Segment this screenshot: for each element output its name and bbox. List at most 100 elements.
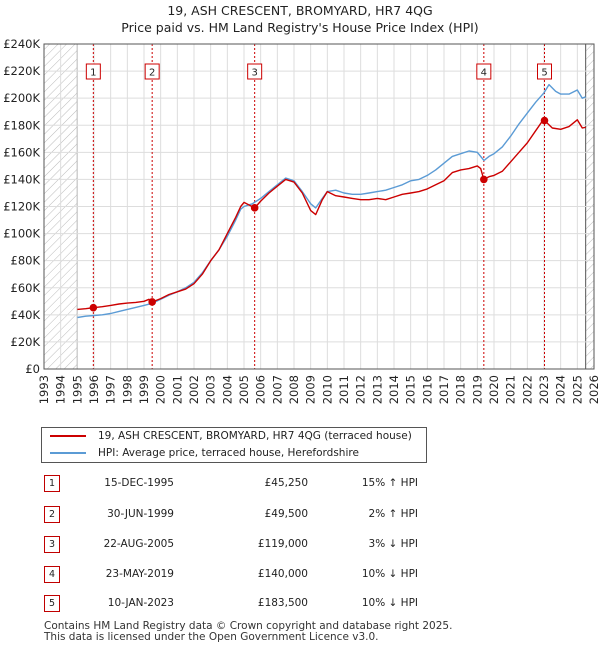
x-tick-label: 2024: [554, 375, 568, 404]
sale-price: £183,500: [257, 597, 308, 609]
legend-item-hpi: HPI: Average price, terraced house, Here…: [50, 445, 359, 461]
sale-price: £140,000: [257, 568, 308, 580]
legend-swatch-property: [50, 435, 86, 437]
sale-date: 15-DEC-1995: [104, 477, 174, 489]
y-tick-label: £180K: [3, 118, 40, 132]
y-tick-label: £240K: [3, 37, 40, 51]
sale-price: £49,500: [264, 508, 308, 520]
y-tick-label: £120K: [3, 200, 40, 214]
sale-row: 4 23-MAY-2019 £140,000 10% ↓ HPI: [44, 566, 564, 584]
x-tick-label: 1998: [120, 375, 134, 404]
y-tick-label: £20K: [11, 335, 41, 349]
x-tick-label: 2013: [370, 375, 384, 404]
x-tick-label: 2017: [437, 375, 451, 404]
x-tick-label: 1995: [70, 375, 84, 404]
price-chart: 1 2 3 4 5 £0 £20K £40K £60K £80K £100K £120K £140K £…: [3, 37, 600, 404]
y-tick-label: £200K: [3, 91, 40, 105]
sale-row: 1 15-DEC-1995 £45,250 15% ↑ HPI: [44, 475, 564, 493]
sale-hpi-delta: 10% ↓ HPI: [361, 597, 418, 609]
x-tick-label: 2025: [570, 375, 584, 404]
x-tick-label: 2010: [320, 375, 334, 404]
x-tick-label: 2008: [287, 375, 301, 404]
x-tick-label: 2006: [254, 375, 268, 404]
sale-row: 2 30-JUN-1999 £49,500 2% ↑ HPI: [44, 506, 564, 524]
sale-badge: 4: [44, 566, 60, 583]
y-tick-label: £140K: [3, 172, 40, 186]
sale-row: 3 22-AUG-2005 £119,000 3% ↓ HPI: [44, 536, 564, 554]
sale-label-text: 5: [541, 68, 547, 79]
sale-point: [89, 303, 98, 312]
plot-frame: [43, 43, 595, 370]
legend-swatch-hpi: [50, 452, 86, 454]
x-tick-label: 2021: [504, 375, 518, 404]
legend-label-property: 19, ASH CRESCENT, BROMYARD, HR7 4QG (ter…: [98, 430, 412, 442]
y-tick-label: £160K: [3, 145, 40, 159]
sale-hpi-delta: 2% ↑ HPI: [368, 508, 418, 520]
sale-price: £119,000: [257, 538, 308, 550]
x-tick-label: 2011: [337, 375, 351, 404]
x-tick-label: 2005: [237, 375, 251, 404]
x-tick-label: 2004: [220, 375, 234, 404]
sale-badge: 5: [44, 595, 60, 612]
x-tick-label: 2018: [454, 375, 468, 404]
sale-date: 23-MAY-2019: [105, 568, 174, 580]
sale-point: [148, 298, 156, 306]
x-tick-label: 1996: [87, 375, 101, 404]
sale-badge: 3: [44, 536, 60, 553]
x-tick-label: 2023: [537, 375, 551, 404]
sale-label-text: 2: [149, 68, 155, 79]
chart-legend: 19, ASH CRESCENT, BROMYARD, HR7 4QG (ter…: [41, 427, 427, 463]
x-tick-label: 1999: [137, 375, 151, 404]
footer-copyright: Contains HM Land Registry data © Crown c…: [44, 620, 453, 632]
sale-label-box: [476, 63, 492, 80]
hpi-line: [77, 83, 586, 319]
sale-badge: 1: [44, 475, 60, 492]
sale-label-box: [85, 63, 101, 80]
sale-point: [250, 204, 259, 212]
chart-subtitle: Price paid vs. HM Land Registry's House …: [121, 20, 479, 35]
sale-date: 10-JAN-2023: [107, 597, 174, 609]
x-tick-label: 1993: [37, 375, 51, 404]
sale-label-text: 4: [481, 68, 487, 79]
y-tick-label: £80K: [11, 254, 41, 268]
x-tick-label: 2001: [170, 375, 184, 404]
x-tick-label: 2012: [354, 375, 368, 404]
x-tick-label: 2016: [420, 375, 434, 404]
x-tick-label: 1994: [54, 375, 68, 404]
x-tick-label: 2009: [304, 375, 318, 404]
legend-item-property: 19, ASH CRESCENT, BROMYARD, HR7 4QG (ter…: [50, 428, 412, 444]
sale-badge: 2: [44, 506, 60, 523]
sale-date: 30-JUN-1999: [107, 508, 174, 520]
y-tick-label: £220K: [3, 64, 40, 78]
x-tick-label: 2026: [587, 375, 600, 404]
sale-point: [540, 116, 549, 125]
sale-price: £45,250: [264, 477, 308, 489]
x-tick-label: 2007: [270, 375, 284, 404]
x-tick-label: 2020: [487, 375, 501, 404]
sale-date: 22-AUG-2005: [103, 538, 174, 550]
sale-hpi-delta: 3% ↓ HPI: [368, 538, 418, 550]
y-tick-label: £40K: [11, 308, 41, 322]
x-tick-label: 2019: [470, 375, 484, 404]
legend-label-hpi: HPI: Average price, terraced house, Here…: [98, 447, 359, 459]
x-tick-label: 2015: [404, 375, 418, 404]
x-tick-label: 2022: [520, 375, 534, 404]
sale-label-box: [247, 63, 263, 80]
property-price-line: [77, 119, 586, 311]
x-tick-label: 2003: [204, 375, 218, 404]
sale-hpi-delta: 10% ↓ HPI: [361, 568, 418, 580]
y-tick-label: £100K: [3, 227, 40, 241]
x-tick-label: 1997: [104, 375, 118, 404]
footer-licence: This data is licensed under the Open Gov…: [44, 631, 379, 643]
sale-point: [480, 175, 488, 184]
sale-row: 5 10-JAN-2023 £183,500 10% ↓ HPI: [44, 595, 564, 613]
sale-label-box: [144, 63, 160, 80]
sale-label-text: 3: [251, 68, 257, 79]
x-tick-label: 2002: [187, 375, 201, 404]
x-tick-label: 2014: [387, 375, 401, 404]
y-tick-label: £0: [25, 362, 40, 376]
sale-label-box: [537, 63, 552, 80]
sale-hpi-delta: 15% ↑ HPI: [361, 477, 418, 489]
sale-label-text: 1: [90, 68, 96, 79]
chart-title: 19, ASH CRESCENT, BROMYARD, HR7 4QG: [167, 3, 433, 18]
